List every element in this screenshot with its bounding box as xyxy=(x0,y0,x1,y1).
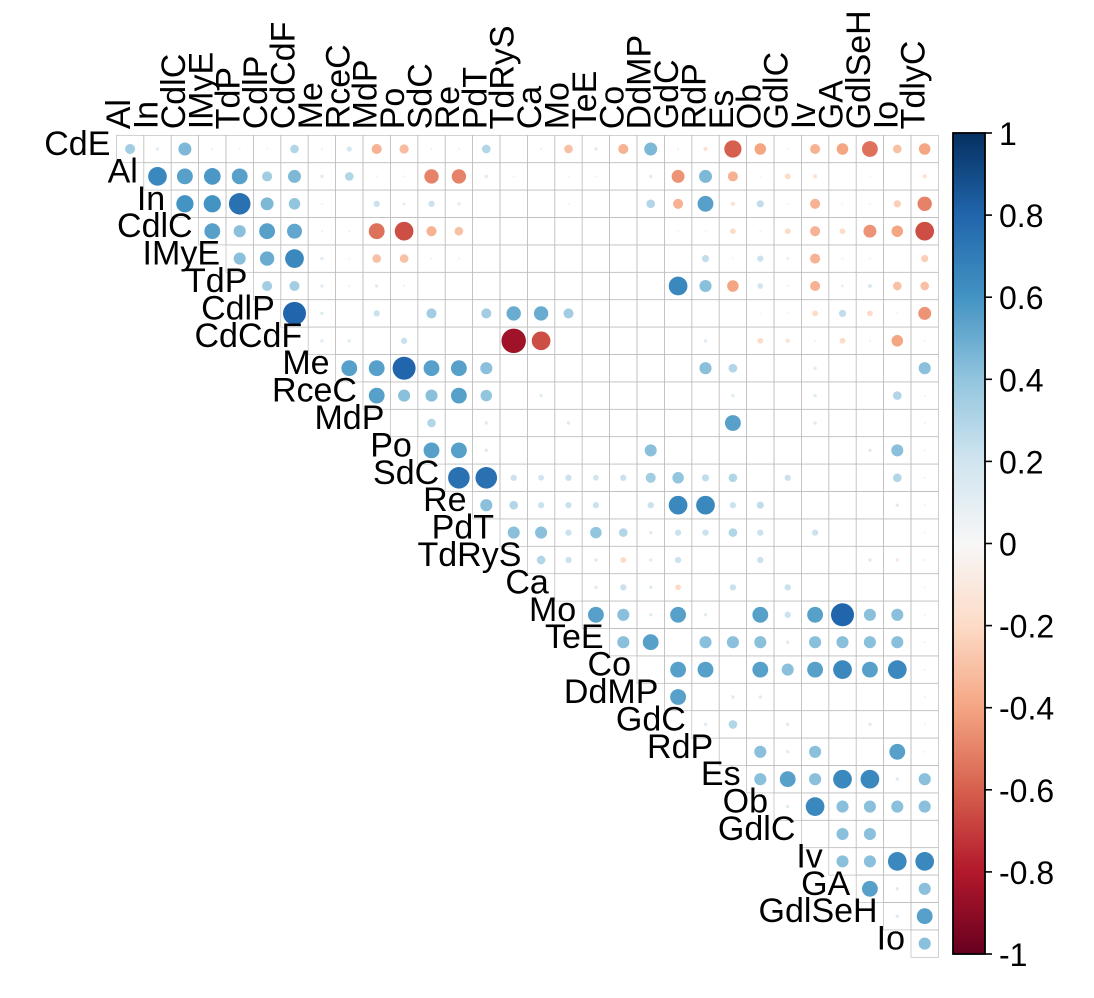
svg-text:0: 0 xyxy=(999,527,1017,563)
svg-text:Al: Al xyxy=(108,152,138,190)
svg-text:0.6: 0.6 xyxy=(999,280,1043,316)
svg-text:0.4: 0.4 xyxy=(999,362,1043,398)
svg-text:-0.8: -0.8 xyxy=(999,855,1054,891)
svg-text:1: 1 xyxy=(999,116,1017,152)
svg-text:-1: -1 xyxy=(999,937,1027,973)
svg-text:GdlSeH: GdlSeH xyxy=(759,892,878,930)
svg-text:CdE: CdE xyxy=(44,125,110,163)
svg-text:GdlC: GdlC xyxy=(718,810,795,848)
svg-text:Io: Io xyxy=(877,920,905,958)
svg-text:-0.4: -0.4 xyxy=(999,691,1054,727)
svg-text:TdlyC: TdlyC xyxy=(895,41,933,130)
svg-text:-0.2: -0.2 xyxy=(999,609,1054,645)
svg-text:0.2: 0.2 xyxy=(999,444,1043,480)
svg-text:-0.6: -0.6 xyxy=(999,773,1054,809)
svg-text:0.8: 0.8 xyxy=(999,198,1043,234)
